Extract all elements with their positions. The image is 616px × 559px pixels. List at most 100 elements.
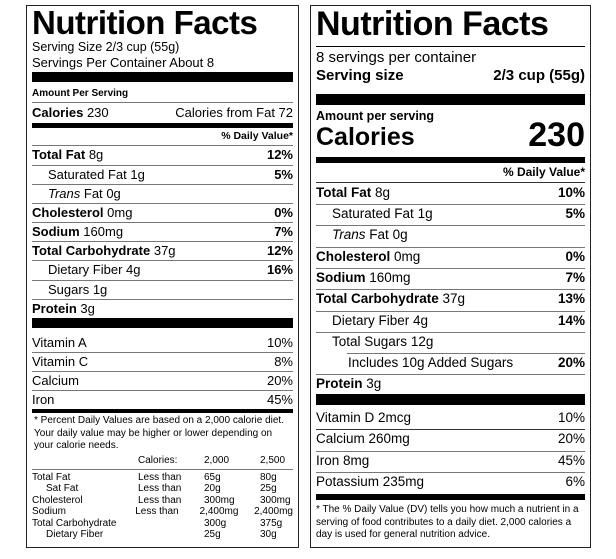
divider-line <box>32 280 293 281</box>
thick-divider <box>32 318 293 328</box>
label-text: Potassium 235mg <box>316 474 425 489</box>
vitamin-row: Vitamin C 8% <box>32 354 293 369</box>
label-text: Cholesterol <box>32 494 83 506</box>
label-text: Calories <box>316 123 415 151</box>
serving-size-text: Serving Size 2/3 cup (55g) <box>32 40 180 54</box>
table-row: Sodium Less than 2,400mg 2,400mg <box>32 506 293 518</box>
nutrient-row-cholesterol: Cholesterol 0mg 0% <box>32 205 293 220</box>
label-text: 2/3 cup (55g) <box>493 67 585 84</box>
thick-divider <box>316 394 585 405</box>
servings-text: Servings Per Container About 8 <box>32 55 215 70</box>
label-text: 7% <box>565 270 585 285</box>
label-text: Calcium <box>32 373 79 388</box>
vitamin-row: Iron 8mg 45% <box>316 453 585 468</box>
label-text <box>138 529 204 541</box>
medium-divider <box>316 494 585 500</box>
label-text: Sat Fat <box>46 483 79 494</box>
label-text: 8% <box>274 354 293 369</box>
vitamin-row: Iron 45% <box>32 392 293 407</box>
divider-line <box>316 225 585 226</box>
label-text: 12% <box>266 147 293 162</box>
nutrient-row-total-fat: Total Fat 8g 10% <box>316 185 585 200</box>
title-text: Nutrition Facts <box>316 5 549 43</box>
label-text: 10% <box>266 335 293 350</box>
label-text: 2,400mg <box>254 506 293 517</box>
label-text: 300mg <box>204 494 235 506</box>
divider-line <box>316 311 585 312</box>
calories-from-fat: Calories from Fat 72 <box>175 105 293 120</box>
label-text: 8g <box>88 147 104 162</box>
thick-divider <box>32 72 293 82</box>
label-text: Dietary Fiber <box>48 262 123 277</box>
divider-line <box>32 222 293 223</box>
label-text: 0g <box>106 186 121 201</box>
label-text: 20% <box>557 355 585 370</box>
medium-divider <box>32 409 293 413</box>
table-row: Sat Fat Less than 20g 25g <box>32 483 293 495</box>
label-text: 25g <box>204 529 221 540</box>
label-text: Total Carbohydrate <box>32 243 151 258</box>
label-text: Protein <box>32 301 77 316</box>
label-text: Cholesterol <box>316 249 391 264</box>
label-text: 1g <box>92 282 108 297</box>
label-text: 7% <box>274 224 293 239</box>
nutrient-row-protein: Protein 3g <box>32 301 293 316</box>
label-text: Cholesterol <box>32 205 104 220</box>
divider-line <box>316 429 585 430</box>
nutrient-row-protein: Protein 3g <box>316 376 585 391</box>
amount-per-serving: Amount Per Serving <box>32 88 293 99</box>
divider-line <box>316 374 585 375</box>
calories-value: 230 <box>86 105 109 120</box>
label-text: Vitamin A <box>32 335 87 350</box>
calories-row: Calories 230 Calories from Fat 72 <box>32 105 293 120</box>
table-row: Dietary Fiber 25g 30g <box>32 529 293 541</box>
label-text: 16% <box>266 262 293 277</box>
table-row: Total Fat Less than 65g 80g <box>32 472 293 484</box>
servings-per-container: Servings Per Container About 8 <box>32 55 293 70</box>
label-text: Sodium <box>316 270 366 285</box>
old-nutrition-label: Nutrition Facts Serving Size 2/3 cup (55… <box>26 4 299 548</box>
nutrient-row-sodium: Sodium 160mg 7% <box>32 224 293 239</box>
nutrient-row-total-sugars: Total Sugars 12g <box>316 334 585 349</box>
divider-line <box>32 390 293 391</box>
label-text: 0mg <box>394 249 421 264</box>
divider-line <box>32 352 293 353</box>
amount-text: Amount Per Serving <box>32 88 129 99</box>
label-text: 20g <box>204 483 221 494</box>
servings-per-container: 8 servings per container <box>316 49 585 66</box>
label-text: Includes 10g Added Sugars <box>348 355 514 370</box>
label-text: 13% <box>557 291 585 306</box>
label-text: Total Fat <box>316 185 372 200</box>
label-text: 3g <box>366 376 382 391</box>
label-text: 12g <box>410 334 434 349</box>
label-text: Total Carbohydrate <box>32 517 117 529</box>
label-text: 45% <box>557 453 585 468</box>
calories-label: Calories <box>32 105 84 120</box>
nutrient-row-cholesterol: Cholesterol 0mg 0% <box>316 249 585 264</box>
divider-line <box>347 353 585 354</box>
label-text: 37g <box>442 291 466 306</box>
label-text: 160mg <box>83 224 124 239</box>
divider-line <box>32 165 293 166</box>
label-text: 8g <box>375 185 391 200</box>
label-text: Iron 8mg <box>316 453 370 468</box>
divider-line <box>316 204 585 205</box>
label-text: Total Fat <box>32 147 86 162</box>
label-text: 160mg <box>369 270 411 285</box>
label-text: Total Carbohydrate <box>316 291 439 306</box>
label-text: 30g <box>260 529 277 540</box>
label-text: Less than <box>135 506 179 517</box>
new-nutrition-label: Nutrition Facts 8 servings per container… <box>310 5 591 548</box>
medium-divider <box>32 123 293 128</box>
label-text: Sodium <box>32 506 66 517</box>
footnote: * The % Daily Value (DV) tells you how m… <box>316 504 579 540</box>
label-text: Sodium <box>32 224 80 239</box>
vitamin-row: Calcium 260mg 20% <box>316 431 585 446</box>
label-text: Total Sugars <box>332 334 408 349</box>
label-text: 1g <box>417 206 433 221</box>
label-text: Iron <box>32 392 55 407</box>
label-text: 6% <box>565 474 585 489</box>
nutrient-row-trans-fat: Trans Fat 0g <box>316 227 585 242</box>
label-text: 300mg <box>260 494 291 506</box>
label-text: Amount per serving <box>316 109 435 123</box>
